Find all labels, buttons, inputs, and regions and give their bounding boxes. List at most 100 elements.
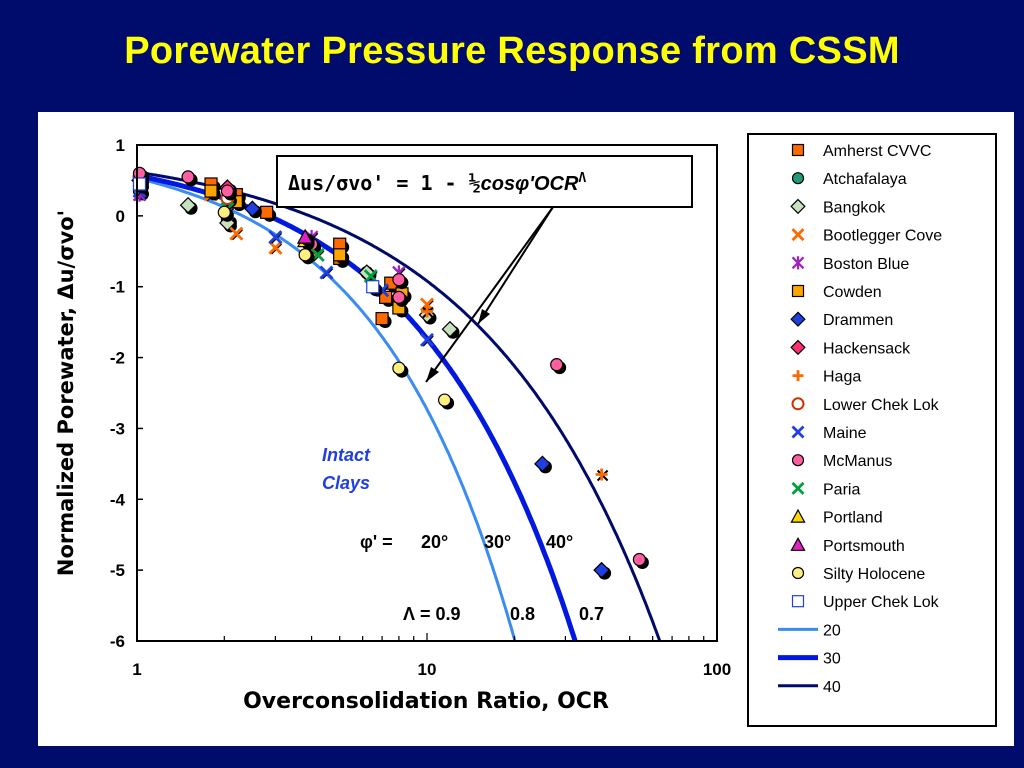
legend-label-20: 20 <box>823 622 841 639</box>
legend-marker-haga <box>792 370 804 382</box>
legend-marker-mcmanus <box>791 454 805 467</box>
lambda-label: Λ = 0.9 <box>403 604 461 624</box>
legend-label-maine: Maine <box>823 425 867 442</box>
y-tick-label: 1 <box>116 136 125 155</box>
phi-value-20: 20° <box>421 532 448 552</box>
point-bootlegger-cove <box>229 226 244 241</box>
point-haga <box>595 468 608 481</box>
legend-label-30: 30 <box>823 651 841 668</box>
legend-label-boston-blue: Boston Blue <box>823 256 909 273</box>
legend-label-haga: Haga <box>823 369 861 386</box>
legend-marker-boston-blue <box>791 256 805 270</box>
y-tick-label: -6 <box>110 632 125 651</box>
lambda-annotation: Λ = 0.9 0.8 0.7 <box>403 604 604 624</box>
legend-marker-paria <box>791 481 805 495</box>
equation-lhs: Δus/σvo' = 1 - ½ <box>288 171 481 195</box>
point-silty-holocene <box>438 393 452 407</box>
point-silty-holocene <box>298 248 312 262</box>
slide-title: Porewater Pressure Response from CSSM <box>124 30 900 72</box>
point-paria <box>363 269 378 284</box>
point-mcmanus <box>220 184 235 198</box>
legend-label-silty-holocene: Silty Holocene <box>823 566 925 583</box>
phi-value-40: 40° <box>546 532 573 552</box>
chart-panel: 1 0 -1 -2 -3 -4 -5 -6 1 10 100 Overconsolidation R… <box>38 112 1014 746</box>
point-drammen <box>244 200 261 218</box>
legend-label-paria: Paria <box>823 481 860 498</box>
point-maine <box>319 265 334 280</box>
chart-svg: 10-1-2-3-4-5-61 10 100 Overconsolidation R… <box>54 133 997 727</box>
legend-label-40: 40 <box>823 679 841 696</box>
x-axis-label: Overconsolidation Ratio, OCR <box>243 689 609 714</box>
legend-label-portsmouth: Portsmouth <box>823 538 905 555</box>
curve-40 <box>136 170 662 642</box>
legend-marker-silty-holocene <box>791 566 805 580</box>
legend-marker-cowden <box>791 284 805 298</box>
legend-label-mcmanus: McManus <box>823 453 892 470</box>
lambda-value-08: 0.8 <box>510 604 535 624</box>
point-portsmouth <box>296 228 314 244</box>
point-amherst-cvvc <box>375 312 389 326</box>
legend-marker-drammen <box>790 311 806 327</box>
point-upper-chek-lok <box>366 280 380 294</box>
legend-label-lower-chek-lok: Lower Chek Lok <box>823 397 940 414</box>
equation-arrows <box>425 206 554 383</box>
point-cowden <box>333 248 347 262</box>
phi-value-30: 30° <box>484 532 511 552</box>
intact-clays-label-2: Clays <box>322 473 370 493</box>
x-tick-label: 10 <box>418 660 437 679</box>
legend-label-cowden: Cowden <box>823 284 882 301</box>
point-mcmanus <box>392 290 406 304</box>
lambda-value-07: 0.7 <box>579 604 604 624</box>
y-axis-label: Normalized Porewater, Δu/σvo' <box>54 210 78 576</box>
point-mcmanus <box>550 358 564 372</box>
legend-marker-bangkok <box>790 198 806 215</box>
legend-marker-lower-chek-lok <box>791 397 805 411</box>
equation-box: Δus/σvo' = 1 - ½cosφ'OCRΛ <box>276 155 693 208</box>
points-layer <box>131 166 649 580</box>
legend-marker-hackensack <box>790 339 806 356</box>
point-cowden <box>204 184 218 198</box>
legend-marker-bootlegger-cove <box>791 228 805 242</box>
x-tick-label: 1 <box>132 660 141 679</box>
legend-label-atchafalaya: Atchafalaya <box>823 171 907 188</box>
point-amherst-cvvc <box>379 290 393 304</box>
phi-annotation: φ' = 20° 30° 40° <box>360 532 573 552</box>
legend-label-portland: Portland <box>823 510 883 527</box>
legend: Amherst CVVC Atchafalaya Bangkok Bootlegger… <box>747 133 997 727</box>
ticks-layer: 10-1-2-3-4-5-61 10 100 <box>110 136 731 679</box>
point-drammen <box>534 455 551 473</box>
point-silty-holocene <box>217 205 231 219</box>
curve-30 <box>136 173 578 642</box>
legend-label-amherst-cvvc: Amherst CVVC <box>823 143 931 160</box>
point-bangkok <box>441 320 459 338</box>
point-haga <box>421 305 433 318</box>
point-drammen <box>593 561 610 579</box>
y-tick-label: -5 <box>110 561 125 580</box>
legend-label-hackensack: Hackensack <box>823 340 911 357</box>
point-mcmanus <box>181 170 195 184</box>
legend-marker-maine <box>791 425 805 439</box>
point-silty-holocene <box>392 361 406 375</box>
point-amherst-cvvc <box>260 205 274 219</box>
curves-layer <box>136 170 662 642</box>
svg-text:Δus/σvo' = 1 - ½cosφ'OCRΛ: Δus/σvo' = 1 - ½cosφ'OCRΛ <box>288 171 586 195</box>
equation-rhs: cosφ'OCR <box>481 173 579 195</box>
legend-label-drammen: Drammen <box>823 312 893 329</box>
point-upper-chek-lok <box>132 177 147 191</box>
legend-label-upper-chek-lok: Upper Chek Lok <box>823 594 940 611</box>
phi-label: φ' = <box>360 532 393 552</box>
equation-exponent: Λ <box>578 171 586 186</box>
legend-marker-amherst-cvvc <box>791 143 805 157</box>
y-tick-label: -3 <box>110 419 125 438</box>
y-tick-label: 0 <box>116 207 125 226</box>
intact-clays-label-1: Intact <box>322 445 371 465</box>
x-tick-label: 100 <box>703 660 731 679</box>
point-mcmanus <box>632 552 646 567</box>
y-tick-label: -4 <box>110 490 126 509</box>
legend-marker-upper-chek-lok <box>791 595 805 608</box>
legend-marker-portland <box>790 508 806 523</box>
legend-marker-portsmouth <box>790 536 806 551</box>
y-tick-label: -2 <box>110 349 125 368</box>
legend-marker-atchafalaya <box>791 172 805 185</box>
point-maine <box>420 332 434 347</box>
